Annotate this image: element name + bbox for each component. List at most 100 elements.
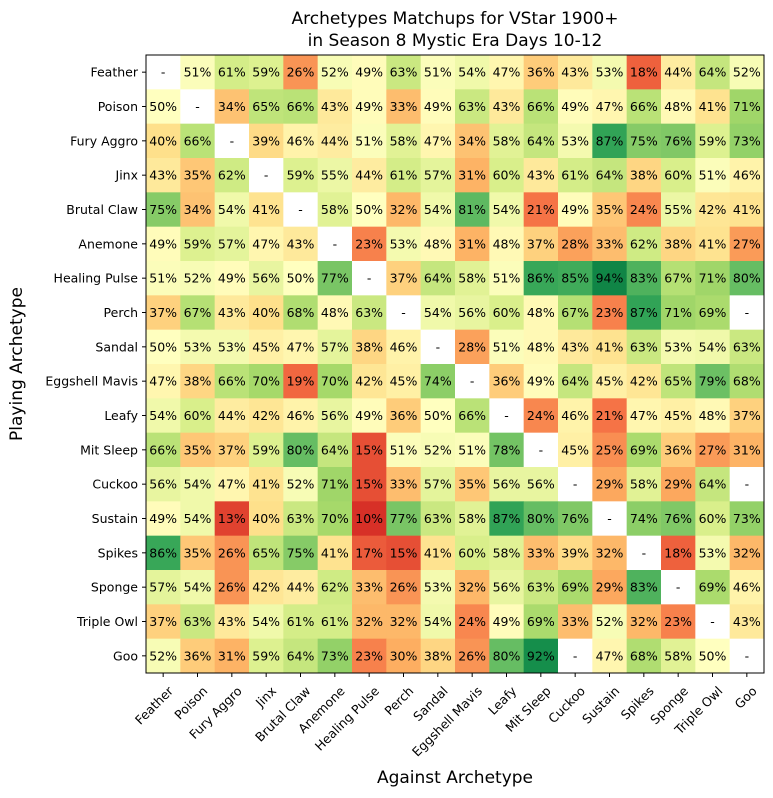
heatmap-cell [523,398,559,434]
heatmap-cell [214,295,250,331]
heatmap-cell [146,398,181,434]
cell-value-label: 38% [630,168,658,183]
heatmap-cell [214,55,250,90]
cell-value-label: 51% [149,271,177,286]
heatmap-cell [146,295,181,331]
heatmap-cell [729,89,765,125]
cell-value-label: 46% [733,580,761,595]
heatmap-cell [558,192,593,228]
y-tick-label: Sustain [92,511,138,526]
heatmap-cell [249,329,284,365]
cell-value-label: 68% [630,648,658,663]
cell-value-label: 36% [493,374,521,389]
cell-value-label: 52% [733,65,761,80]
cell-value-label: 59% [252,65,280,80]
heatmap-cell [592,638,628,674]
heatmap-cell [592,604,628,640]
cell-value-label: 48% [321,305,349,320]
heatmap-cell [455,570,490,605]
heatmap-cell [214,364,250,399]
cell-value-label: 61% [390,168,418,183]
heatmap-cell [661,570,696,605]
cell-value-label: 64% [561,374,589,389]
heatmap-cell [214,604,250,640]
cell-value-label: 47% [252,236,280,251]
cell-value-label: - [436,339,441,354]
cell-value-label: - [676,580,681,595]
heatmap-cell [283,55,319,90]
cell-value-label: 59% [699,133,727,148]
cell-value-label: 87% [493,511,521,526]
cell-value-label: 63% [424,511,452,526]
heatmap-cell [626,398,662,434]
heatmap-cell [489,638,525,674]
heatmap-cell [489,329,525,365]
heatmap-cell [729,398,765,434]
x-tick-label: Goo [731,683,759,711]
heatmap-cell [558,432,593,468]
heatmap-cell [695,55,731,90]
cell-value-label: 25% [596,442,624,457]
cell-value-label: 64% [527,133,555,148]
cell-value-label: 57% [424,477,452,492]
heatmap-cell [455,192,490,228]
cell-value-label: 19% [287,374,315,389]
cell-value-label: - [573,477,578,492]
heatmap-cell [695,535,731,571]
cell-value-label: 60% [184,408,212,423]
cell-value-label: - [710,614,715,629]
cell-value-label: - [367,271,372,286]
cell-value-label: 54% [458,65,486,80]
cell-value-label: 18% [664,545,692,560]
cell-value-label: 21% [527,202,555,217]
heatmap-cell [420,501,456,537]
cell-value-label: 63% [355,305,383,320]
heatmap-cell [626,295,662,331]
y-tick-label: Perch [104,305,138,320]
heatmap-cell [352,226,387,262]
cell-value-label: 68% [733,374,761,389]
cell-value-label: 51% [493,339,521,354]
heatmap-cell [352,398,387,434]
heatmap-cell [729,638,765,674]
cell-value-label: 71% [664,305,692,320]
heatmap-cell [214,89,250,125]
cell-value-label: 54% [424,202,452,217]
cell-value-label: 87% [596,133,624,148]
heatmap-cell [180,123,216,159]
heatmap-cell [661,226,696,262]
cell-value-label: 43% [149,168,177,183]
cell-value-label: 51% [493,271,521,286]
cell-value-label: 48% [699,408,727,423]
cell-value-label: 33% [390,99,418,114]
cell-value-label: 32% [596,545,624,560]
heatmap-cell [180,89,216,125]
y-tick-label: Healing Pulse [54,271,139,286]
cell-value-label: 63% [184,614,212,629]
heatmap-cell [180,295,216,331]
heatmap-cell [455,261,490,296]
cell-value-label: - [230,133,235,148]
heatmap-cell [729,604,765,640]
heatmap-cell [626,123,662,159]
heatmap-cell [317,467,353,502]
cell-value-label: 58% [493,133,521,148]
cell-value-label: 49% [493,614,521,629]
heatmap-cell [249,295,284,331]
heatmap-cell [455,604,490,640]
cell-value-label: 45% [390,374,418,389]
heatmap-cell [386,89,422,125]
y-tick-label: Triple Owl [76,614,138,629]
heatmap-cell [317,638,353,674]
heatmap-cell [214,638,250,674]
cell-value-label: 40% [149,133,177,148]
cell-value-label: - [470,374,475,389]
cell-value-label: 54% [699,339,727,354]
cell-value-label: 66% [218,374,246,389]
heatmap-cell [249,55,284,90]
cell-value-label: 46% [287,408,315,423]
heatmap-cell [249,432,284,468]
cell-value-label: 79% [699,374,727,389]
heatmap-cell [146,329,181,365]
cell-value-label: - [745,477,750,492]
